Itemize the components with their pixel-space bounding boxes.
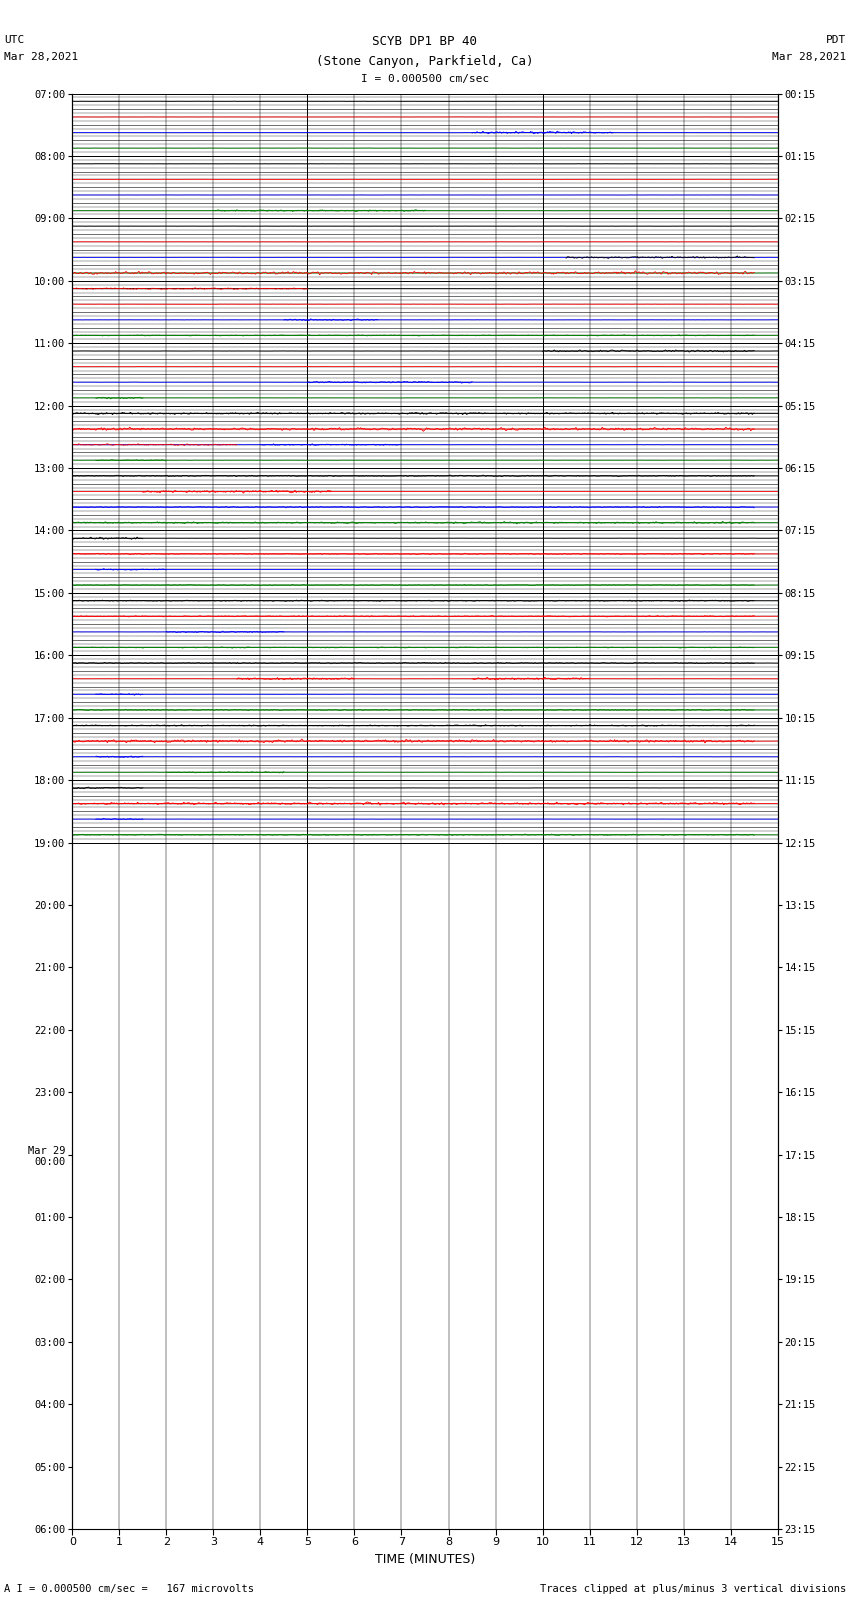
Text: I = 0.000500 cm/sec: I = 0.000500 cm/sec: [361, 74, 489, 84]
Text: Mar 28,2021: Mar 28,2021: [772, 52, 846, 61]
Text: (Stone Canyon, Parkfield, Ca): (Stone Canyon, Parkfield, Ca): [316, 55, 534, 68]
X-axis label: TIME (MINUTES): TIME (MINUTES): [375, 1553, 475, 1566]
Text: A I = 0.000500 cm/sec =   167 microvolts: A I = 0.000500 cm/sec = 167 microvolts: [4, 1584, 254, 1594]
Text: Traces clipped at plus/minus 3 vertical divisions: Traces clipped at plus/minus 3 vertical …: [540, 1584, 846, 1594]
Text: UTC: UTC: [4, 35, 25, 45]
Text: SCYB DP1 BP 40: SCYB DP1 BP 40: [372, 35, 478, 48]
Text: Mar 28,2021: Mar 28,2021: [4, 52, 78, 61]
Text: PDT: PDT: [825, 35, 846, 45]
